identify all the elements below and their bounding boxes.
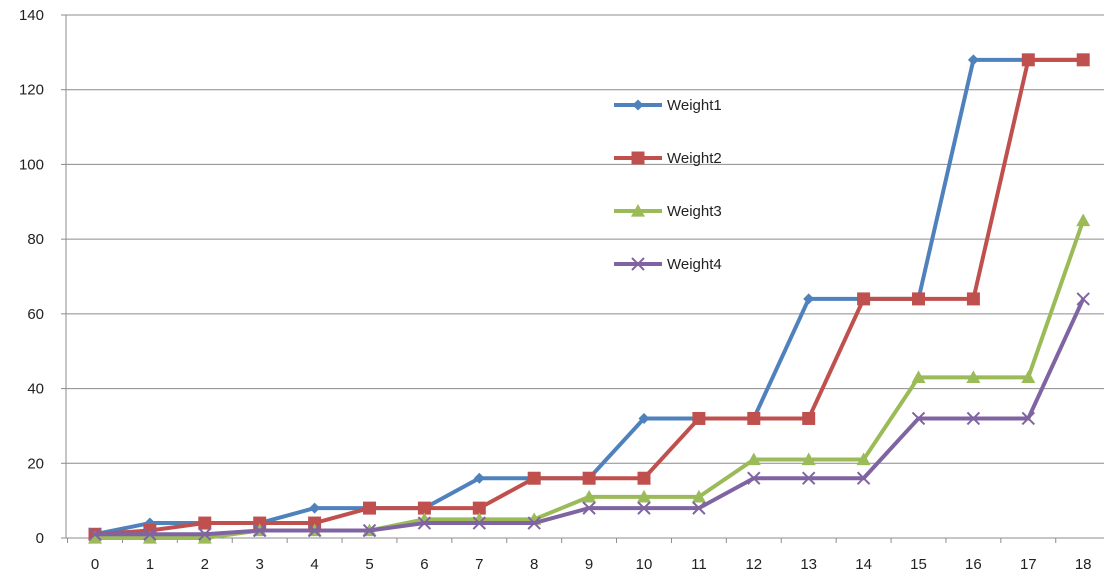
- x-tick-label: 4: [310, 556, 318, 573]
- data-point: [417, 516, 432, 530]
- data-point: [747, 471, 761, 485]
- data-point: [197, 531, 212, 544]
- data-point: [856, 471, 871, 485]
- x-tick-label: 2: [201, 556, 209, 573]
- legend-entry: Weight1: [614, 97, 722, 114]
- data-point: [88, 527, 102, 541]
- data-point: [691, 489, 706, 503]
- y-tick-label: 60: [27, 306, 44, 323]
- x-tick-label: 16: [965, 556, 982, 573]
- data-point: [637, 471, 651, 485]
- data-point: [582, 471, 596, 485]
- data-point: [582, 489, 597, 503]
- data-point: [746, 452, 761, 466]
- data-point: [692, 411, 706, 425]
- legend-entry: Weight4: [614, 256, 722, 273]
- legend-marker: [631, 151, 645, 165]
- legend-marker: [631, 204, 645, 217]
- data-point: [527, 516, 541, 530]
- data-point: [527, 471, 541, 485]
- legend-label: Weight2: [667, 150, 722, 167]
- data-point: [911, 370, 926, 383]
- data-point: [857, 292, 871, 306]
- data-point: [309, 502, 321, 514]
- y-tick-label: 20: [27, 455, 44, 472]
- data-point: [363, 501, 376, 515]
- x-tick-label: 7: [475, 556, 483, 573]
- x-tick-label: 18: [1075, 556, 1092, 573]
- x-tick-label: 0: [91, 556, 99, 573]
- y-tick-label: 80: [27, 231, 44, 248]
- data-point: [582, 501, 596, 515]
- data-point: [1076, 292, 1090, 306]
- data-point: [637, 501, 651, 515]
- data-point: [911, 411, 926, 426]
- x-tick-label: 14: [855, 556, 872, 573]
- data-point: [966, 370, 981, 383]
- data-point: [362, 523, 377, 538]
- x-tick-label: 15: [910, 556, 927, 573]
- data-point: [801, 471, 816, 485]
- data-point: [1076, 213, 1091, 227]
- data-point: [637, 489, 651, 503]
- legend-label: Weight4: [667, 256, 722, 273]
- data-point: [143, 527, 157, 541]
- x-tick-label: 10: [636, 556, 653, 573]
- data-point: [803, 293, 815, 305]
- data-point: [417, 501, 431, 515]
- data-point: [912, 292, 925, 306]
- data-point: [801, 452, 816, 466]
- x-tick-label: 8: [530, 556, 538, 573]
- data-point: [142, 531, 157, 544]
- x-tick-label: 6: [420, 556, 428, 573]
- data-point: [307, 523, 322, 538]
- data-point: [252, 523, 267, 538]
- x-tick-label: 5: [365, 556, 373, 573]
- y-tick-label: 120: [19, 82, 44, 99]
- data-point: [88, 531, 102, 544]
- x-tick-label: 13: [800, 556, 817, 573]
- series-weight4: [88, 292, 1090, 541]
- data-point: [198, 516, 212, 530]
- x-tick-label: 17: [1020, 556, 1037, 573]
- data-point: [198, 527, 212, 541]
- y-tick-label: 140: [19, 7, 44, 24]
- legend-marker: [632, 99, 644, 111]
- data-point: [802, 411, 816, 425]
- x-tick-label: 3: [256, 556, 264, 573]
- data-point: [472, 516, 487, 530]
- data-point: [856, 452, 871, 466]
- data-point: [692, 501, 706, 515]
- series-weight3: [88, 213, 1091, 544]
- y-tick-label: 100: [19, 156, 44, 173]
- data-point: [473, 472, 485, 484]
- data-point: [1076, 53, 1090, 67]
- data-point: [1021, 370, 1036, 383]
- y-tick-label: 40: [27, 381, 44, 398]
- legend-label: Weight3: [667, 203, 722, 220]
- data-point: [472, 501, 486, 515]
- legend-label: Weight1: [667, 97, 722, 114]
- data-point: [967, 54, 979, 66]
- legend-marker: [631, 257, 645, 271]
- legend-entry: Weight2: [614, 150, 722, 167]
- x-tick-label: 11: [691, 556, 707, 573]
- data-point: [966, 292, 980, 306]
- legend-entry: Weight3: [614, 203, 722, 220]
- x-tick-label: 1: [146, 556, 154, 573]
- y-tick-label: 0: [36, 530, 44, 547]
- x-tick-label: 12: [745, 556, 762, 573]
- data-point: [1021, 53, 1035, 67]
- data-point: [638, 412, 650, 424]
- data-point: [1021, 411, 1036, 426]
- x-tick-label: 9: [585, 556, 593, 573]
- data-point: [966, 411, 981, 426]
- data-point: [747, 411, 761, 425]
- series-weight2: [88, 53, 1090, 541]
